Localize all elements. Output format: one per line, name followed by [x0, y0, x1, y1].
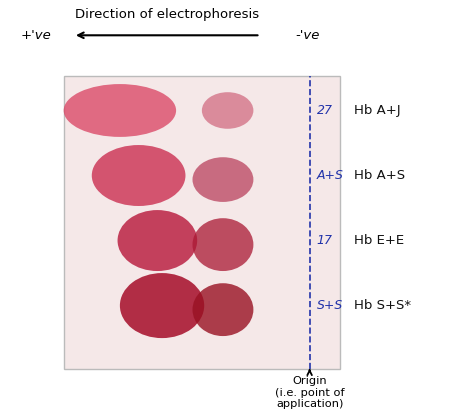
- Text: Hb A+J: Hb A+J: [354, 104, 401, 117]
- Text: 27: 27: [317, 104, 333, 117]
- Ellipse shape: [92, 145, 185, 206]
- Text: Direction of electrophoresis: Direction of electrophoresis: [75, 8, 259, 21]
- Ellipse shape: [118, 210, 197, 271]
- Text: 17: 17: [317, 234, 333, 247]
- Ellipse shape: [192, 283, 254, 336]
- Text: -'ve: -'ve: [295, 29, 319, 42]
- Ellipse shape: [192, 218, 254, 271]
- Ellipse shape: [192, 157, 254, 202]
- Ellipse shape: [64, 84, 176, 137]
- Text: Origin
(i.e. point of
application): Origin (i.e. point of application): [275, 370, 345, 409]
- Ellipse shape: [202, 92, 254, 129]
- Text: A+S: A+S: [317, 169, 344, 182]
- Text: Hb E+E: Hb E+E: [354, 234, 404, 247]
- Text: Hb S+S*: Hb S+S*: [354, 299, 411, 312]
- FancyBboxPatch shape: [64, 76, 340, 369]
- Text: +'ve: +'ve: [20, 29, 51, 42]
- Text: Hb A+S: Hb A+S: [354, 169, 405, 182]
- Ellipse shape: [120, 273, 204, 338]
- Text: S+S: S+S: [317, 299, 343, 312]
